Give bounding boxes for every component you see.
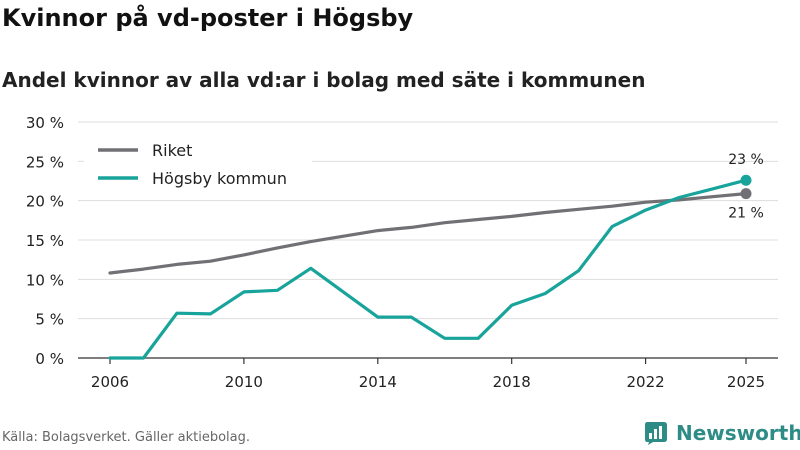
x-tick-label-2014: 2014 [359,373,397,391]
newsworthy-logo-text: Newsworthy [676,421,800,445]
y-tick-label-20: 20 % [26,193,64,211]
y-axis-ticks: 0 % 5 % 10 % 15 % 20 % 25 % 30 % [26,114,64,368]
legend-label-riket: Riket [152,141,192,160]
x-tick-label-2006: 2006 [91,373,129,391]
x-axis: 2006 2010 2014 2018 2022 2025 [78,357,778,391]
x-tick-label-2025: 2025 [727,373,765,391]
chart-title: Kvinnor på vd-poster i Högsby [2,4,414,32]
series-line-hogsby [108,178,748,360]
y-tick-label-10: 10 % [26,271,64,289]
chart-subtitle: Andel kvinnor av alla vd:ar i bolag med … [2,68,646,92]
y-tick-label-25: 25 % [26,153,64,171]
legend-background [84,134,312,194]
newsworthy-logo-icon [645,422,667,445]
source-note: Källa: Bolagsverket. Gäller aktiebolag. [2,430,251,445]
y-tick-label-0: 0 % [35,350,64,368]
legend: Riket Högsby kommun [84,134,312,194]
end-point-hogsby [740,174,752,186]
x-tick-label-2010: 2010 [225,373,263,391]
series-line-riket [108,192,748,275]
y-tick-label-30: 30 % [26,114,64,132]
x-tick-label-2018: 2018 [493,373,531,391]
end-point-riket [740,188,752,200]
end-labels: 23 % 21 % [728,152,764,221]
newsworthy-logo: Newsworthy [644,420,800,446]
y-tick-label-5: 5 % [35,311,64,329]
x-tick-label-2022: 2022 [626,373,664,391]
legend-label-hogsby: Högsby kommun [152,169,287,188]
y-tick-label-15: 15 % [26,232,64,250]
series-lines [108,174,752,360]
end-label-riket: 21 % [728,206,764,222]
end-label-hogsby: 23 % [728,152,764,168]
